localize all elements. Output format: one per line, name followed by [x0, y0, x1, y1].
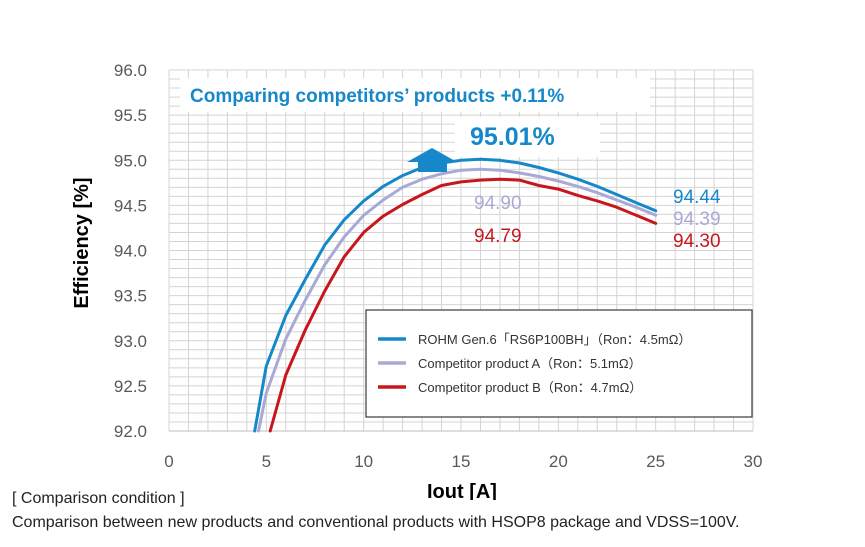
x-tick-label: 30 — [744, 452, 763, 471]
legend: ROHM Gen.6「RS6P100BH」（Ron：4.5mΩ） Competi… — [365, 309, 753, 418]
peak-label-competitor-a: 94.90 — [474, 193, 522, 214]
headline-box — [180, 78, 650, 112]
peak-box — [455, 117, 600, 157]
legend-label-competitor-a: Competitor product A（Ron：5.1mΩ） — [418, 356, 642, 371]
x-tick-labels: 0 5 10 15 20 25 30 — [164, 452, 762, 471]
y-tick-label: 92.5 — [114, 377, 147, 396]
end-label-competitor-b: 94.30 — [673, 231, 721, 252]
up-arrow-icon — [407, 148, 457, 172]
comparison-condition-text: Comparison between new products and conv… — [12, 514, 740, 531]
y-tick-label: 93.5 — [114, 287, 147, 306]
x-tick-label: 15 — [452, 452, 471, 471]
legend-label-rohm: ROHM Gen.6「RS6P100BH」（Ron：4.5mΩ） — [418, 332, 691, 347]
x-tick-label: 5 — [262, 452, 271, 471]
x-tick-label: 0 — [164, 452, 173, 471]
y-tick-label: 95.5 — [114, 106, 147, 125]
comparison-condition-title: [ Comparison condition ] — [12, 490, 185, 507]
y-axis-title: Efficiency [%] — [71, 177, 93, 308]
efficiency-chart: 92.0 92.5 93.0 93.5 94.0 94.5 95.0 95.5 96.0 0 5 1… — [71, 61, 762, 500]
y-tick-label: 94.5 — [114, 196, 147, 215]
series-line-competitor-b — [268, 177, 658, 433]
peak-label-competitor-b: 94.79 — [474, 226, 522, 247]
y-tick-label: 95.0 — [114, 151, 147, 170]
end-label-rohm: 94.44 — [673, 187, 721, 208]
x-tick-label: 10 — [354, 452, 373, 471]
legend-label-competitor-b: Competitor product B（Ron：4.7mΩ） — [418, 380, 642, 395]
y-tick-label: 93.0 — [114, 332, 147, 351]
peak-value-label: 95.01% — [470, 123, 555, 151]
x-tick-label: 20 — [549, 452, 568, 471]
y-tick-label: 96.0 — [114, 61, 147, 80]
end-label-competitor-a: 94.39 — [673, 209, 721, 230]
y-tick-label: 92.0 — [114, 422, 147, 441]
series-line-competitor-a — [257, 167, 658, 433]
x-tick-label: 25 — [646, 452, 665, 471]
comparison-headline: Comparing competitors’ products +0.11% — [190, 86, 564, 107]
y-tick-label: 94.0 — [114, 242, 147, 261]
y-tick-labels: 92.0 92.5 93.0 93.5 94.0 94.5 95.0 95.5 96.0 — [114, 61, 147, 441]
x-axis-title: Iout [A] — [427, 481, 497, 500]
